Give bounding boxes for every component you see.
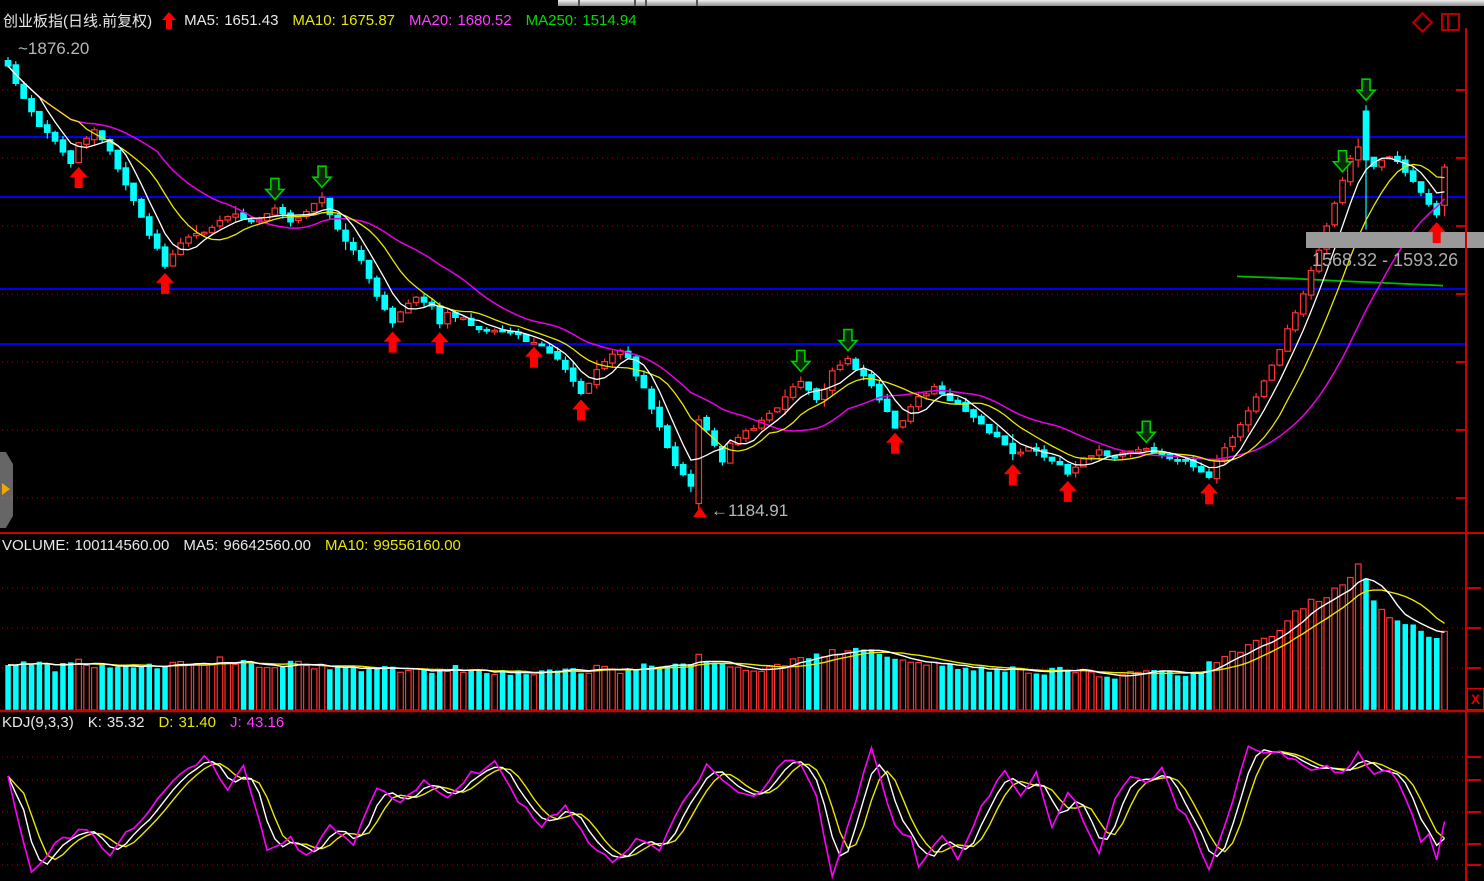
volume-legend: VOLUME: 100114560.00 MA5: 96642560.00 MA10… xyxy=(2,537,475,554)
low-price-label: ←1184.91 xyxy=(711,501,789,520)
chart-corner-icons xyxy=(1411,11,1460,33)
high-price-label: ~1876.20 xyxy=(18,39,90,58)
ma250-legend: MA250: 1514.94 xyxy=(525,12,637,29)
gap-range-label: 1568.32 - 1593.26 xyxy=(1312,250,1459,270)
kdj-d: D: 31.40 xyxy=(158,714,216,731)
strip-separator xyxy=(634,0,636,6)
sidebar-expand-tab[interactable] xyxy=(0,452,13,528)
strip-separator xyxy=(645,0,647,6)
kdj-j: J: 43.16 xyxy=(229,714,285,731)
buy-signal-arrow-icon xyxy=(162,12,177,29)
kdj-title: KDJ(9,3,3) xyxy=(2,714,74,731)
volume-ma5: MA5: 96642560.00 xyxy=(183,537,311,554)
main-chart-legend: 创业板指(日线.前复权) MA5: 1651.43 MA10: 1675.87 MA… xyxy=(3,10,651,31)
ma5-legend: MA5: 1651.43 xyxy=(184,12,279,29)
strip-separator xyxy=(696,0,698,6)
volume-value: VOLUME: 100114560.00 xyxy=(2,537,170,554)
toolbar-bottom-edge xyxy=(558,0,1484,6)
diamond-icon[interactable] xyxy=(1411,11,1434,33)
split-pane-icon-divider xyxy=(1447,15,1449,29)
close-indicator-button[interactable]: X xyxy=(1467,688,1484,710)
expand-arrow-icon xyxy=(2,483,10,495)
split-pane-icon[interactable] xyxy=(1441,13,1460,31)
ma20-legend: MA20: 1680.52 xyxy=(409,12,512,29)
instrument-title: 创业板指(日线.前复权) xyxy=(3,13,153,30)
ma10-legend: MA10: 1675.87 xyxy=(292,12,396,29)
strip-separator xyxy=(578,0,580,6)
kdj-legend: KDJ(9,3,3) K: 35.32 D: 31.40 J: 43.16 xyxy=(2,714,298,731)
kdj-k: K: 35.32 xyxy=(87,714,145,731)
volume-ma10: MA10: 99556160.00 xyxy=(324,537,461,554)
